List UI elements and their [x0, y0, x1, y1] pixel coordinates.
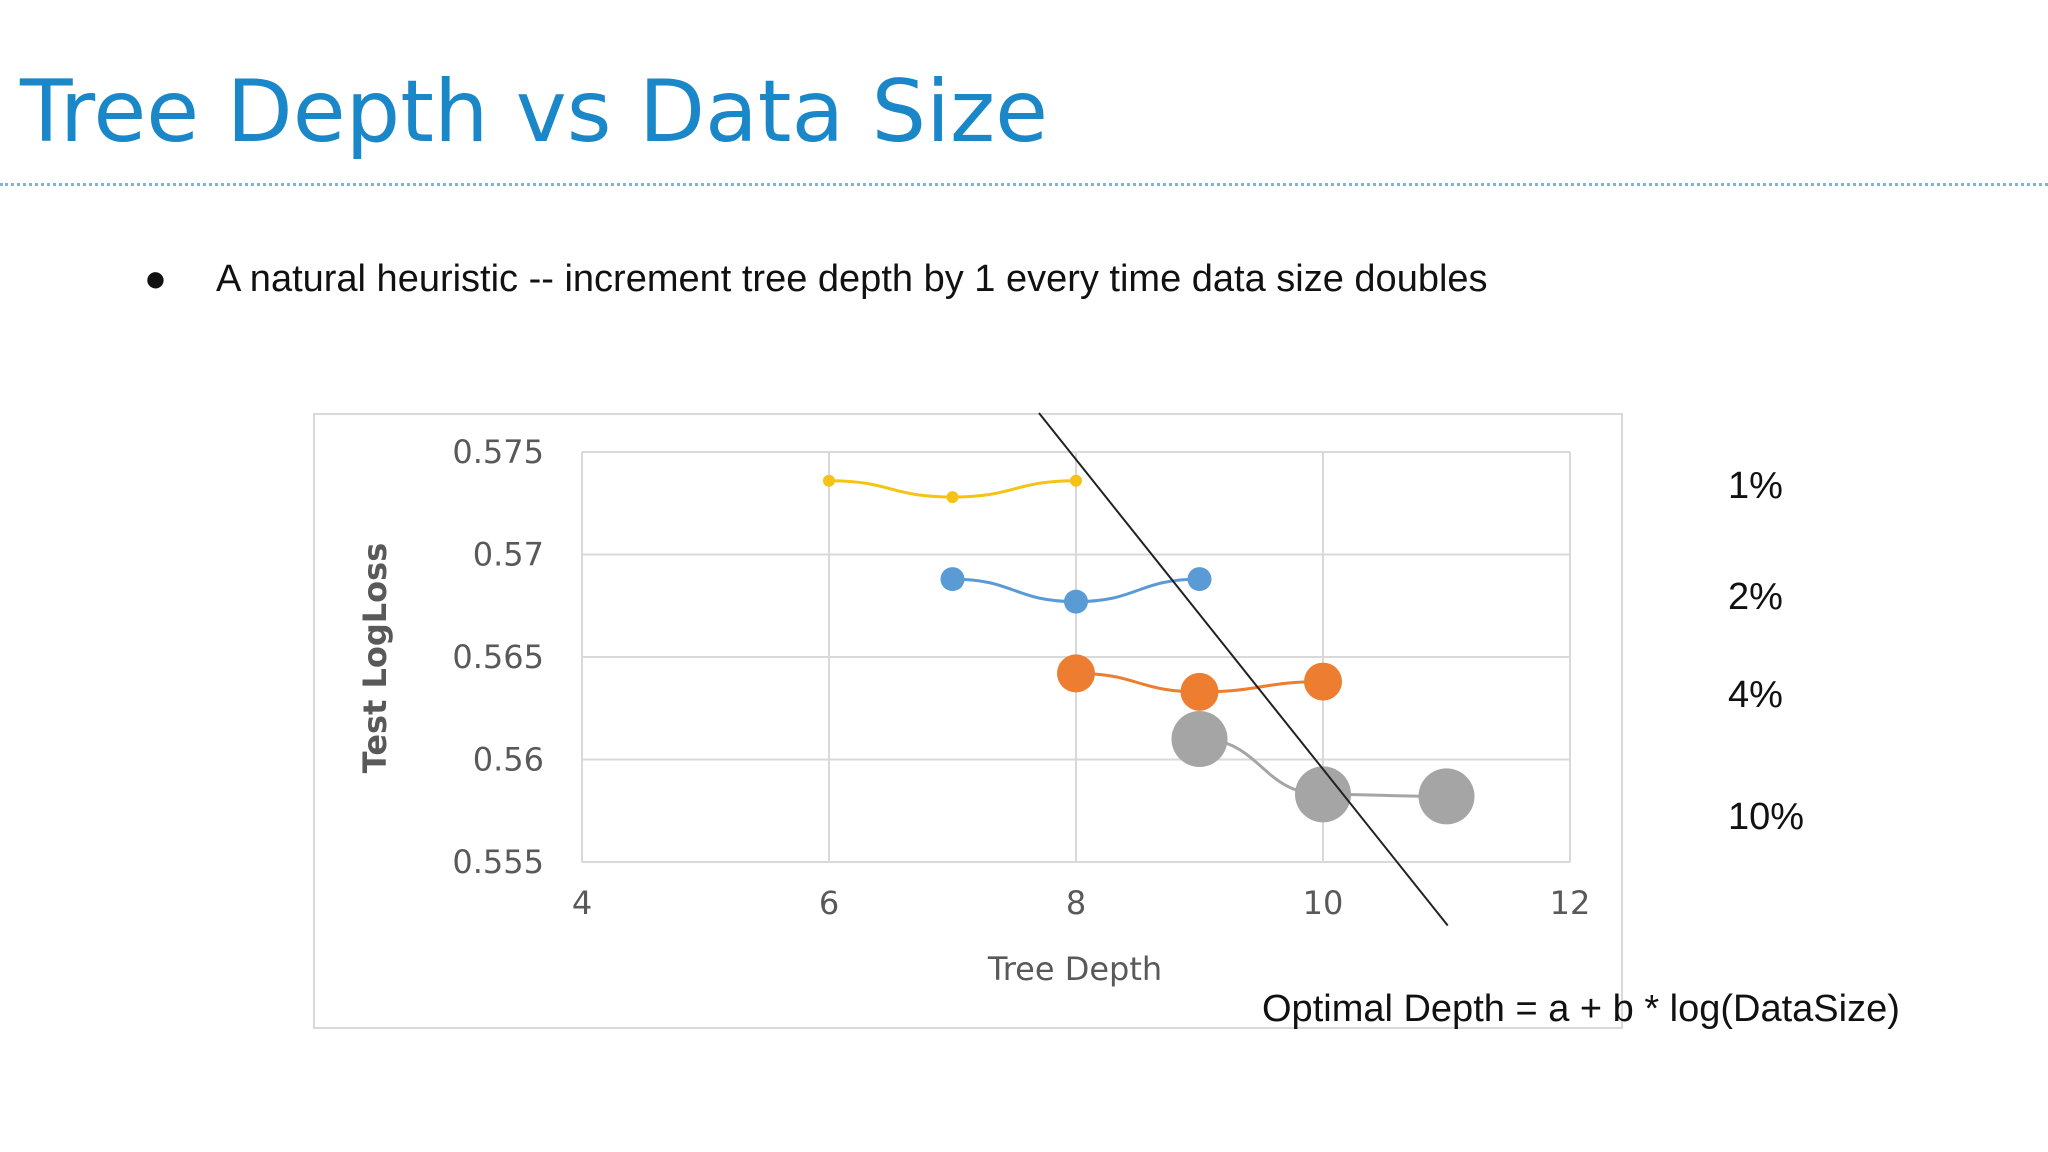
title-divider [0, 183, 2048, 186]
slide-title: Tree Depth vs Data Size [20, 62, 1049, 162]
x-tick-label: 6 [819, 884, 839, 922]
x-tick-label: 4 [572, 884, 592, 922]
data-point [1295, 766, 1351, 823]
data-series [823, 474, 1475, 825]
data-point [1418, 768, 1475, 825]
data-point [1304, 662, 1342, 701]
y-tick-label: 0.565 [452, 638, 544, 676]
x-tick-label: 10 [1303, 884, 1344, 922]
x-axis-label: Tree Depth [987, 950, 1162, 988]
data-point [1180, 672, 1219, 711]
data-point [1064, 589, 1088, 614]
series-2 [1057, 654, 1342, 711]
x-tick-label: 12 [1550, 884, 1591, 922]
y-tick-label: 0.575 [452, 433, 544, 471]
series-1 [940, 567, 1212, 614]
y-tick-label: 0.56 [473, 741, 544, 779]
y-tick-label: 0.57 [473, 536, 544, 574]
data-point [1070, 474, 1082, 487]
data-point [1057, 654, 1095, 693]
bullet-icon: ● [144, 258, 167, 300]
data-size-label-4pct: 4% [1728, 674, 1783, 716]
series-3 [1171, 711, 1475, 825]
tick-labels: 0.575 0.57 0.565 0.56 0.555 4 6 8 10 12 [452, 433, 1590, 922]
bullet-text: A natural heuristic -- increment tree de… [216, 258, 1488, 300]
bullet-point: ● A natural heuristic -- increment tree d… [144, 258, 1488, 301]
data-point [1187, 567, 1212, 592]
data-size-label-1pct: 1% [1728, 465, 1783, 507]
data-size-label-10pct: 10% [1728, 796, 1805, 838]
optimal-depth-formula: Optimal Depth = a + b * log(DataSize) [1262, 988, 1900, 1030]
data-point [823, 474, 835, 487]
data-point [1171, 711, 1228, 767]
trend-line [1038, 412, 1449, 927]
chart-frame [313, 413, 1623, 1029]
y-tick-label: 0.555 [452, 843, 544, 881]
series-0 [823, 474, 1082, 504]
data-point [946, 491, 959, 504]
x-tick-label: 8 [1066, 884, 1086, 922]
data-size-label-2pct: 2% [1728, 576, 1783, 618]
y-axis-label: Test LogLoss [356, 543, 394, 774]
data-point [940, 567, 965, 592]
